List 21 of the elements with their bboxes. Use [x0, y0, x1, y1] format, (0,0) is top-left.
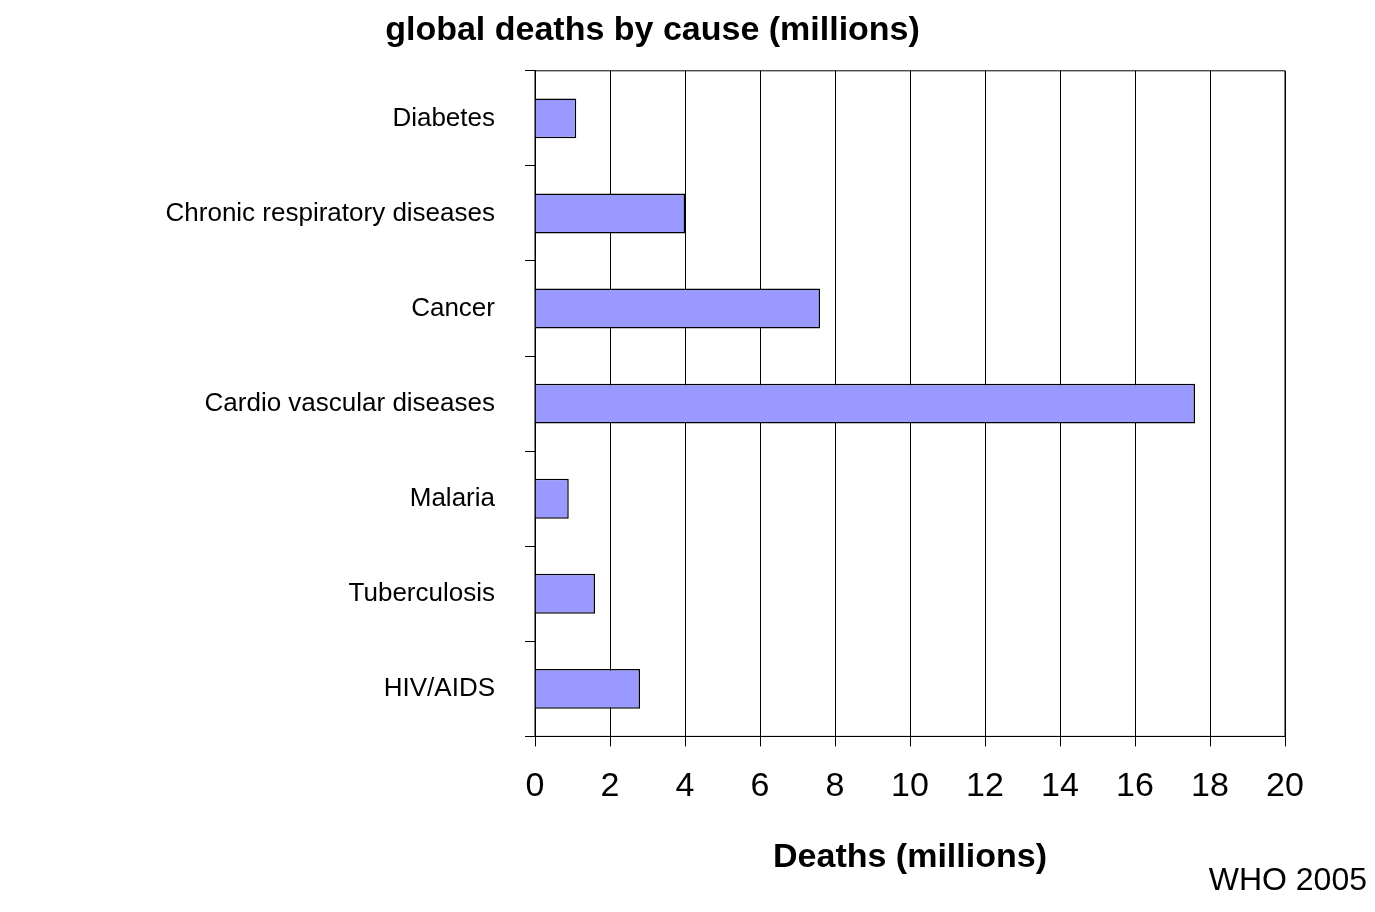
- x-tick-label: 14: [1041, 765, 1079, 804]
- y-tick-label: Tuberculosis: [348, 576, 495, 607]
- x-tick-label: 8: [825, 765, 845, 804]
- x-tick-label: 2: [600, 765, 620, 804]
- text: WHO 2005: [1208, 861, 1367, 898]
- x-axis-title: Deaths (millions): [773, 835, 1047, 874]
- y-tick-label: HIV/AIDS: [383, 672, 495, 703]
- x-tick-label: 10: [891, 765, 929, 804]
- y-tick-label: Cardio vascular diseases: [204, 386, 495, 417]
- x-tick-label: 20: [1266, 765, 1304, 804]
- x-tick-label: 18: [1191, 765, 1229, 804]
- y-tick-label: Chronic respiratory diseases: [165, 196, 495, 227]
- y-tick-label: Cancer: [411, 291, 496, 322]
- x-tick-label: 6: [750, 765, 770, 804]
- x-tick-label: 0: [525, 765, 545, 804]
- chart-title: global deaths by cause (millions): [385, 8, 920, 47]
- x-tick-label: 12: [966, 765, 1004, 804]
- y-tick-label: Malaria: [409, 481, 496, 512]
- x-tick-label: 16: [1116, 765, 1154, 804]
- x-tick-label: 4: [675, 765, 695, 804]
- y-tick-label: Diabetes: [392, 101, 495, 132]
